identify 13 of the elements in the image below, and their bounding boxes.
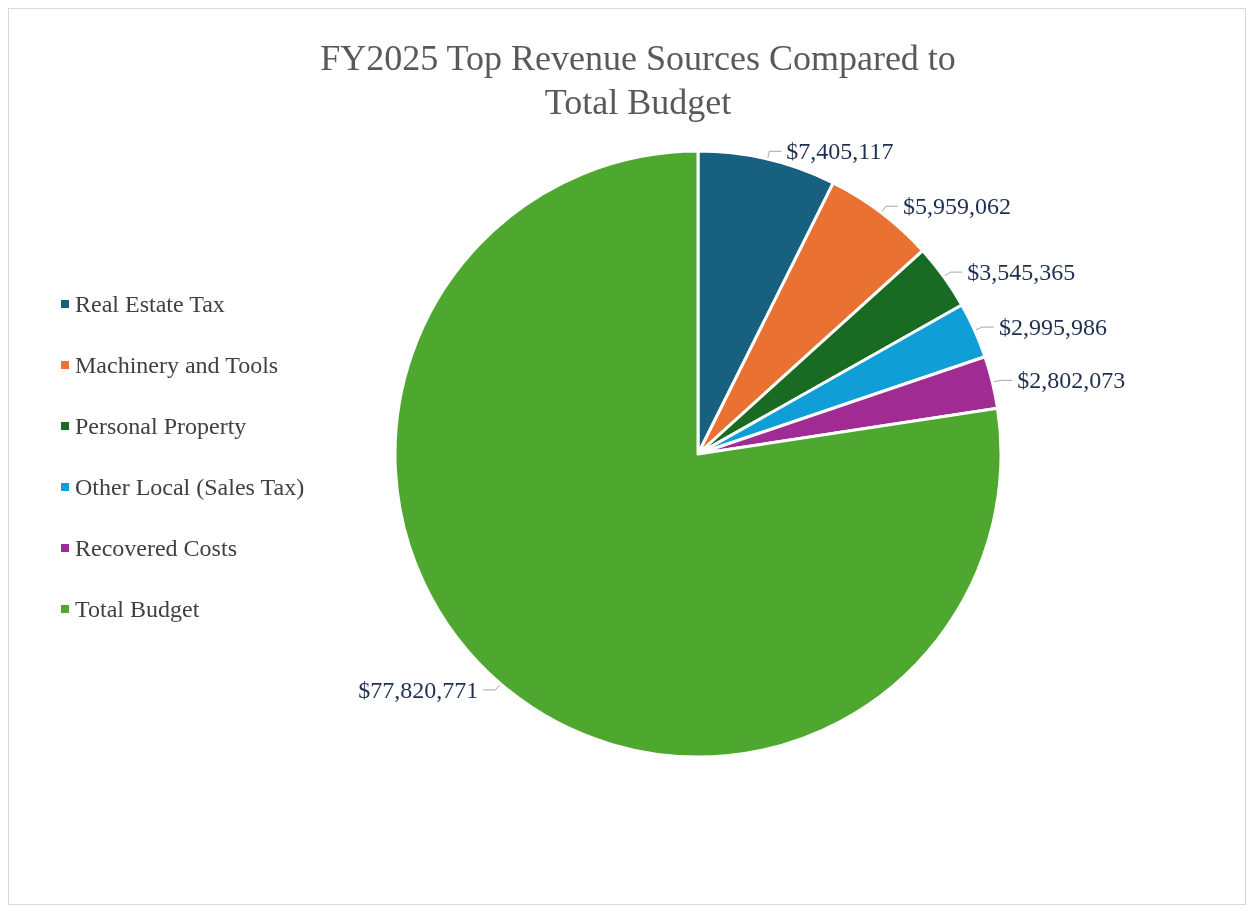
data-label: $77,820,771: [358, 676, 479, 703]
legend-label: Machinery and Tools: [75, 352, 279, 378]
chart-title: FY2025 Top Revenue Sources Compared to Total Budget: [320, 38, 956, 122]
legend-label: Recovered Costs: [75, 535, 237, 561]
data-label: $3,545,365: [967, 259, 1076, 286]
legend-label: Personal Property: [75, 413, 247, 439]
legend-label: Other Local (Sales Tax): [75, 474, 305, 500]
data-label: $2,995,986: [998, 314, 1107, 341]
data-label: $2,802,073: [1017, 367, 1126, 394]
data-label: $7,405,117: [786, 138, 894, 165]
legend-label: Total Budget: [75, 596, 200, 622]
data-label: $5,959,062: [902, 193, 1011, 220]
legend-label: Real Estate Tax: [75, 291, 225, 317]
